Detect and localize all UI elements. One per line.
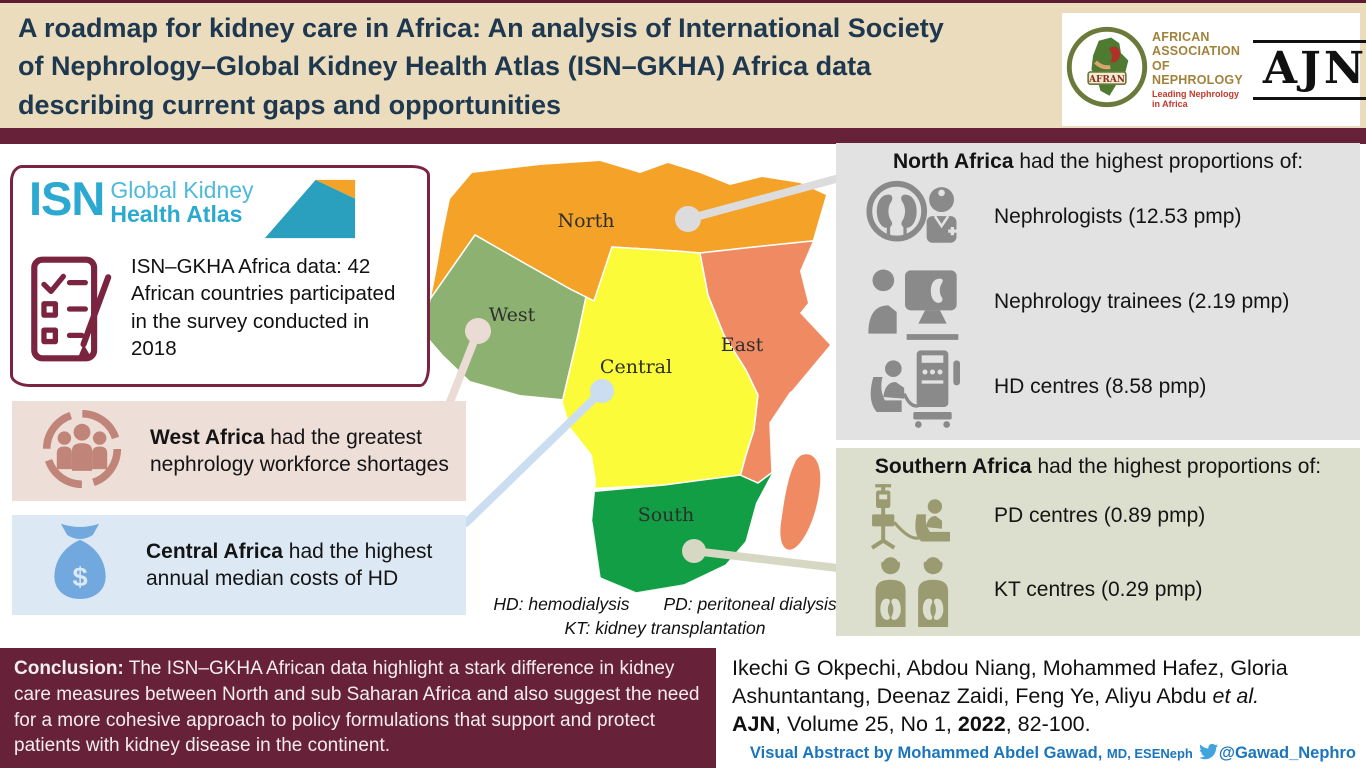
map-label-south: South — [638, 504, 695, 526]
people-group-icon — [40, 407, 124, 496]
central-africa-box: $ Central Africa had the highest annual … — [12, 515, 466, 615]
north-item-label: Nephrology trainees (2.19 pmp) — [994, 289, 1290, 313]
isn-wordmark: ISN — [29, 172, 105, 225]
map-label-central: Central — [600, 356, 672, 378]
kidneys-doctor-icon — [836, 178, 994, 256]
south-item-pd-centres: PD centres (0.89 pmp) — [836, 479, 1360, 553]
afran-logo: AFRAN — [1066, 26, 1148, 113]
title-line-1: A roadmap for kidney care in Africa: An … — [18, 13, 944, 43]
ajn-logo: AJN — [1252, 39, 1366, 100]
gkha-logo-line2: Health Atlas — [110, 201, 243, 228]
citation-panel: Ikechi G Okpechi, Abdou Niang, Mohammed … — [716, 648, 1366, 768]
legend-pd: PD: peritoneal dialysis — [663, 594, 837, 614]
twitter-handle: @Gawad_Nephro — [1218, 743, 1356, 762]
south-item-label: KT centres (0.29 pmp) — [994, 578, 1203, 601]
conclusion-label: Conclusion: — [14, 658, 124, 679]
kidney-transplant-patients-icon — [836, 553, 994, 627]
north-item-nephrologists: Nephrologists (12.53 pmp) — [836, 174, 1360, 259]
southern-africa-title: Southern Africa had the highest proporti… — [874, 455, 1322, 478]
map-label-west: West — [489, 304, 536, 326]
title-line-2: of Nephrology–Global Kidney Health Atlas… — [18, 51, 872, 82]
north-item-hd-centres: HD centres (8.58 pmp) — [836, 344, 1360, 429]
north-item-label: HD centres (8.58 pmp) — [994, 374, 1207, 398]
twitter-icon — [1198, 743, 1218, 760]
north-africa-box: North Africa had the highest proportions… — [836, 143, 1360, 440]
isn-gkha-logo: ISN Global Kidney Health Atlas — [29, 172, 417, 245]
conclusion-panel: Conclusion: The ISN–GKHA African data hi… — [0, 648, 716, 768]
hemodialysis-machine-icon — [836, 345, 994, 429]
west-africa-text: West Africa had the greatest nephrology … — [150, 425, 449, 476]
southern-africa-box: Southern Africa had the highest proporti… — [836, 448, 1360, 636]
abbreviation-legend: HD: hemodialysis PD: peritoneal dialysis … — [465, 593, 865, 640]
gkha-logo-line1: Global Kidney — [110, 177, 254, 203]
author-list: Ikechi G Okpechi, Abdou Niang, Mohammed … — [732, 656, 1288, 708]
journal-reference: AJN, Volume 25, No 1, 2022, 82-100. — [732, 711, 1091, 736]
nephrology-trainee-icon — [836, 262, 994, 342]
pd-iv-pole-icon — [836, 481, 994, 551]
south-item-kt-centres: KT centres (0.29 pmp) — [836, 553, 1360, 627]
conclusion-text: The ISN–GKHA African data highlight a st… — [14, 658, 700, 757]
map-label-east: East — [721, 334, 764, 356]
region-madagascar — [780, 454, 821, 550]
south-item-label: PD centres (0.89 pmp) — [994, 504, 1206, 527]
isn-gkha-box: ISN Global Kidney Health Atlas — [10, 165, 430, 387]
north-item-label: Nephrologists (12.53 pmp) — [994, 204, 1242, 228]
visual-abstract-credit: Visual Abstract by Mohammed Abdel Gawad,… — [749, 743, 1356, 762]
et-al: et al. — [1212, 683, 1260, 708]
gkha-triangle-icon — [262, 178, 358, 245]
north-africa-title: North Africa had the highest proportions… — [892, 150, 1304, 173]
logo-card: AFRAN AFRICAN ASSOCIATION OF NEPHROLOGY … — [1062, 13, 1366, 126]
checklist-pencil-icon — [29, 253, 117, 370]
legend-kt: KT: kidney transplantation — [564, 617, 766, 638]
header-divider-bar — [0, 128, 1366, 144]
afran-tagline: Leading Nephrology in Africa — [1152, 89, 1240, 110]
north-item-trainees: Nephrology trainees (2.19 pmp) — [836, 259, 1360, 344]
west-africa-box: West Africa had the greatest nephrology … — [12, 401, 466, 501]
money-bag-icon: $ — [40, 520, 120, 611]
svg-text:$: $ — [72, 561, 87, 592]
map-label-north: North — [557, 210, 614, 232]
africa-regions-map: North West Central East South — [424, 161, 830, 593]
region-south — [553, 469, 776, 593]
isn-gkha-description: ISN–GKHA Africa data: 42 African countri… — [131, 255, 396, 360]
central-africa-text: Central Africa had the highest annual me… — [146, 539, 433, 590]
kidney-icon — [1108, 46, 1121, 63]
afran-wordmark: AFRICAN ASSOCIATION OF NEPHROLOGY Leadin… — [1152, 29, 1243, 110]
title-line-3: describing current gaps and opportunitie… — [18, 89, 562, 120]
header: A roadmap for kidney care in Africa: An … — [0, 3, 1366, 128]
legend-hd: HD: hemodialysis — [493, 594, 630, 614]
svg-text:AFRAN: AFRAN — [1088, 75, 1125, 85]
poster-title: A roadmap for kidney care in Africa: An … — [18, 9, 1028, 124]
